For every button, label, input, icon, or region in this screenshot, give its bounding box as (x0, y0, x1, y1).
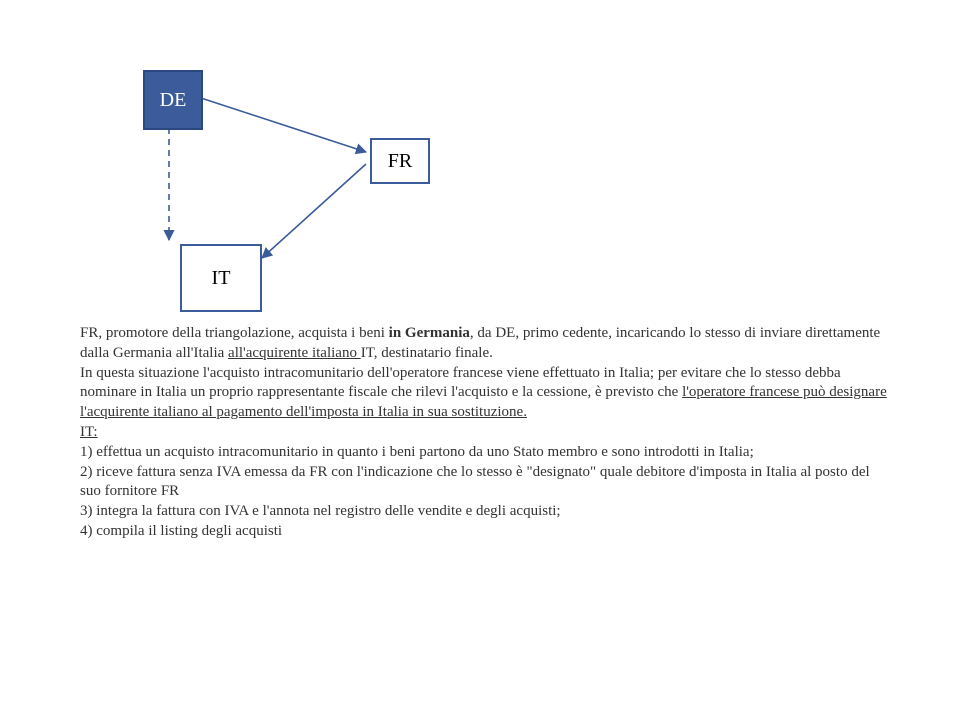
it-heading: IT: (80, 423, 892, 443)
node-fr: FR (370, 138, 430, 184)
paragraph-1: FR, promotore della triangolazione, acqu… (80, 324, 892, 364)
node-it-label: IT (212, 267, 231, 290)
list-item-2: 2) riceve fattura senza IVA emessa da FR… (80, 463, 892, 503)
p1-underline: all'acquirente italiano (228, 345, 361, 361)
node-it: IT (180, 244, 262, 312)
diagram-stage: DE FR IT FR, promotore della triangolazi… (0, 0, 960, 720)
description-text: FR, promotore della triangolazione, acqu… (80, 324, 892, 542)
paragraph-2: In questa situazione l'acquisto intracom… (80, 364, 892, 423)
p1-c: IT, destinatario finale. (361, 345, 493, 361)
list-item-4: 4) compila il listing degli acquisti (80, 522, 892, 542)
list-item-3: 3) integra la fattura con IVA e l'annota… (80, 502, 892, 522)
node-de: DE (143, 70, 203, 130)
node-de-label: DE (160, 89, 187, 112)
node-fr-label: FR (388, 150, 412, 173)
p1-bold: in Germania (389, 325, 470, 341)
it-underline: IT: (80, 424, 98, 440)
list-item-1: 1) effettua un acquisto intracomunitario… (80, 443, 892, 463)
edge-fr_left2-it_right (262, 164, 366, 258)
edge-de_right-fr_left (201, 98, 366, 152)
p1-a: FR, promotore della triangolazione, acqu… (80, 325, 389, 341)
